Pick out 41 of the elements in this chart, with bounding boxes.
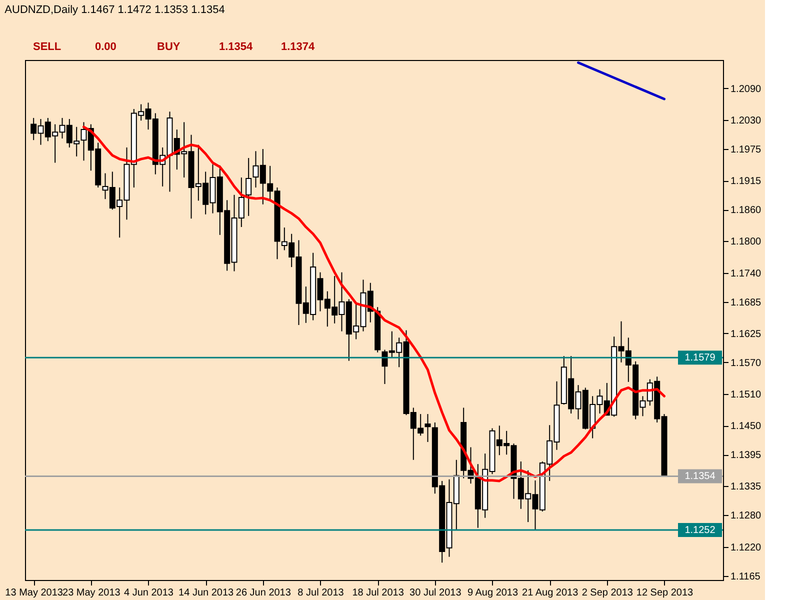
x-tick-label: 26 Jun 2013 <box>236 588 292 598</box>
y-tick-label: 1.1740 <box>730 268 762 280</box>
y-tick-label: 1.2030 <box>730 116 762 127</box>
y-tick-label: 1.1975 <box>730 144 762 156</box>
y-tick-label: 1.1625 <box>730 328 762 340</box>
x-tick-label: 13 May 2013 <box>5 588 64 598</box>
y-tick-label: 1.1280 <box>730 510 762 522</box>
y-tick-label: 1.1510 <box>730 390 762 401</box>
x-tick-label: 21 Aug 2013 <box>522 588 579 598</box>
x-tick-label: 23 May 2013 <box>62 588 121 598</box>
candlestick <box>424 414 431 442</box>
x-tick-label: 4 Jun 2013 <box>124 588 174 598</box>
x-tick-label: 14 Jun 2013 <box>178 588 234 598</box>
ref-line-label: 1.1252 <box>684 524 716 536</box>
y-tick-label: 1.1450 <box>730 421 762 432</box>
text: 1.1374 <box>281 41 316 53</box>
x-tick-label: 12 Sep 2013 <box>636 588 694 598</box>
y-tick-label: 1.1800 <box>730 236 762 248</box>
y-tick-label: 1.1220 <box>730 542 762 554</box>
ref-line-label: 1.1579 <box>684 352 716 364</box>
y-tick-label: 1.1860 <box>730 205 762 216</box>
x-tick-label: 8 Jul 2013 <box>298 588 344 598</box>
text: 1.1354 <box>219 41 254 53</box>
y-tick-label: 1.1395 <box>730 450 762 462</box>
text: 0.00 <box>95 41 116 53</box>
y-tick-label: 1.1165 <box>730 571 761 582</box>
line-series <box>82 126 666 482</box>
ref-line-label: 1.1354 <box>684 471 716 482</box>
candlestick <box>246 157 252 216</box>
x-tick-label: 18 Jul 2013 <box>352 588 404 598</box>
x-tick-label: 9 Aug 2013 <box>467 588 518 598</box>
x-tick-label: 2 Sep 2013 <box>582 588 634 598</box>
text: SELL <box>33 41 62 53</box>
y-tick-label: 1.1335 <box>730 482 762 493</box>
y-tick-label: 1.1685 <box>730 297 762 308</box>
y-tick-label: 1.1915 <box>730 176 762 188</box>
y-tick-label: 1.2090 <box>730 84 762 95</box>
y-tick-label: 1.1570 <box>730 358 762 369</box>
chart-title: AUDNZD,Daily 1.1467 1.1472 1.1353 1.1354 <box>4 4 225 16</box>
x-tick-label: 30 Jul 2013 <box>410 588 462 598</box>
text: BUY <box>157 41 181 53</box>
